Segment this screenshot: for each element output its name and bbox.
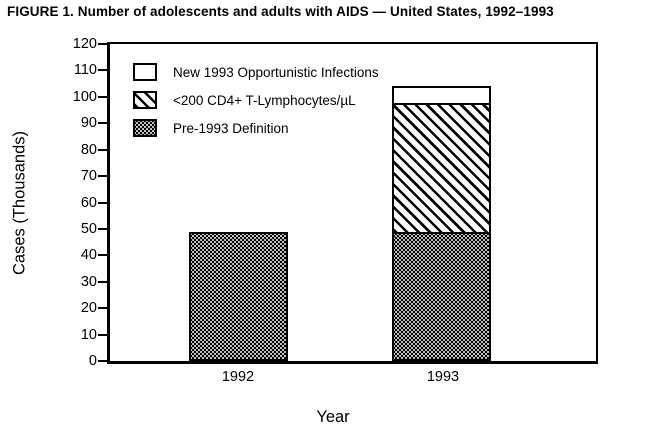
y-tick — [98, 69, 107, 72]
y-tick-label: 40 — [80, 247, 97, 264]
y-tick — [98, 122, 107, 125]
y-tick — [98, 95, 107, 98]
y-axis-title: Cases (Thousands) — [10, 131, 29, 275]
y-tick-label: 50 — [80, 220, 97, 237]
x-category-label: 1992 — [221, 369, 255, 385]
legend-swatch-stipple-icon — [133, 119, 157, 137]
y-tick-label: 10 — [80, 326, 97, 343]
y-tick — [98, 201, 107, 204]
y-tick-label: 60 — [80, 194, 97, 211]
y-tick — [98, 148, 107, 151]
plot-area: New 1993 Opportunistic Infections <200 CD… — [107, 42, 598, 364]
y-tick — [98, 307, 107, 310]
legend-swatch-hatch-icon — [133, 91, 157, 109]
legend-label: Pre-1993 Definition — [173, 120, 289, 136]
y-tick-label: 30 — [80, 273, 97, 290]
y-tick-label: 20 — [80, 300, 97, 317]
x-axis-title: Year — [316, 408, 350, 426]
y-tick — [98, 333, 107, 336]
y-tick-label: 120 — [72, 36, 97, 52]
bar-segment — [392, 86, 491, 105]
y-tick — [98, 360, 107, 362]
y-tick-label: 70 — [80, 168, 97, 185]
bar-segment — [392, 102, 491, 235]
legend-label: <200 CD4+ T-Lymphocytes/µL — [173, 92, 356, 108]
figure-title: FIGURE 1. Number of adolescents and adul… — [7, 4, 554, 19]
y-tick — [98, 254, 107, 257]
y-tick — [98, 175, 107, 178]
y-tick-label: 0 — [88, 353, 97, 369]
legend: New 1993 Opportunistic Infections <200 CD… — [133, 58, 379, 142]
legend-label: New 1993 Opportunistic Infections — [173, 64, 379, 80]
y-tick-label: 110 — [73, 62, 97, 79]
bar-segment — [189, 231, 288, 361]
y-tick-label: 90 — [80, 115, 97, 132]
legend-item: Pre-1993 Definition — [133, 114, 379, 142]
y-tick-label: 100 — [72, 88, 97, 105]
y-tick — [98, 43, 107, 45]
y-tick — [98, 227, 107, 230]
x-category-label: 1993 — [426, 369, 460, 385]
bar-segment — [392, 231, 491, 361]
y-tick — [98, 280, 107, 283]
legend-item: <200 CD4+ T-Lymphocytes/µL — [133, 86, 379, 114]
legend-swatch-white-icon — [133, 63, 157, 81]
y-tick-label: 80 — [80, 141, 97, 158]
legend-item: New 1993 Opportunistic Infections — [133, 58, 379, 86]
